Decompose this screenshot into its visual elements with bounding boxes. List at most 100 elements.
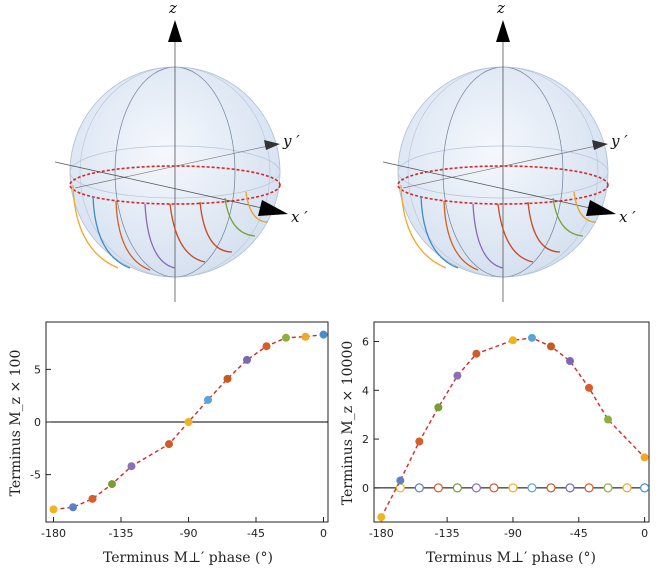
trajectory — [497, 203, 534, 263]
data-point — [282, 333, 290, 342]
data-point — [243, 355, 251, 364]
z-axis-label: z — [496, 0, 505, 17]
x-tick-label: -135 — [435, 527, 460, 540]
trajectory — [224, 197, 256, 237]
y-tick-label: 2 — [362, 433, 369, 446]
data-point — [262, 342, 271, 351]
y-tick-label: 6 — [362, 336, 369, 349]
z-axis-arrow — [168, 20, 182, 42]
dashed-circle — [69, 165, 281, 205]
data-point — [223, 374, 232, 383]
open-marker — [565, 483, 575, 493]
data-point — [527, 333, 536, 342]
trajectory — [144, 203, 176, 269]
y-tick-label: 5 — [34, 363, 41, 376]
data-point — [508, 336, 517, 345]
x-tick-label: 0 — [320, 527, 327, 540]
open-marker — [584, 483, 594, 493]
trajectory — [169, 203, 206, 263]
open-marker — [603, 483, 613, 493]
trajectory — [472, 203, 504, 269]
z-axis-label: z — [168, 0, 177, 17]
data-point — [108, 480, 116, 489]
data-point — [69, 503, 77, 512]
x-axis-line — [382, 161, 591, 209]
x-tick-label: -90 — [504, 527, 522, 540]
x-tick-label: -180 — [41, 527, 66, 540]
x-tick-label: -45 — [570, 527, 588, 540]
open-marker — [489, 483, 499, 493]
x-axis-label: x ′ — [291, 208, 308, 226]
data-point — [566, 357, 575, 366]
trajectories-right — [400, 184, 597, 271]
trajectory — [245, 191, 269, 223]
open-marker — [508, 483, 518, 493]
data-point — [49, 505, 58, 514]
y-axis-line — [74, 145, 269, 189]
x-axis-title: Terminus M⊥′ phase (°) — [103, 550, 273, 566]
trajectory — [573, 191, 597, 223]
data-point — [165, 440, 173, 449]
open-marker — [471, 483, 481, 493]
x-axis-arrow — [586, 200, 616, 216]
data-point — [472, 349, 481, 358]
x-axis-title: Terminus M⊥′ phase (°) — [426, 550, 596, 566]
data-point — [604, 415, 613, 424]
y-axis-label: y ′ — [282, 132, 300, 150]
y-tick-label: 0 — [34, 416, 41, 429]
fit-curve — [53, 333, 324, 511]
data-point — [396, 476, 405, 485]
trajectory — [72, 184, 119, 269]
y-axis-arrow — [264, 140, 280, 150]
x-axis-arrow — [258, 200, 288, 216]
open-marker — [640, 483, 650, 493]
y-axis-label: y ′ — [610, 132, 628, 150]
x-axis-label: x ′ — [619, 208, 636, 226]
y-tick-label: 4 — [362, 384, 369, 397]
bloch-sphere-left: z y ′ x ′ — [54, 0, 308, 302]
dashed-circle — [397, 165, 609, 205]
data-point — [184, 418, 193, 426]
data-point — [415, 437, 424, 446]
trajectory — [115, 200, 151, 271]
data-point — [319, 330, 328, 339]
trajectory — [400, 184, 447, 269]
x-tick-label: 0 — [641, 527, 648, 540]
trajectory — [92, 195, 131, 269]
open-marker — [433, 483, 443, 493]
data-point — [204, 395, 212, 404]
data-point — [301, 332, 310, 341]
open-marker — [527, 483, 537, 493]
x-axis-line — [54, 161, 263, 209]
open-marker — [546, 483, 556, 493]
trajectory — [199, 201, 233, 253]
y-axis-line — [402, 145, 597, 189]
z-axis-arrow — [496, 20, 510, 42]
data-point — [546, 342, 555, 351]
data-point — [377, 513, 386, 522]
open-marker — [452, 483, 462, 493]
x-tick-label: -180 — [369, 527, 394, 540]
y-tick-label: 0 — [362, 482, 369, 495]
open-marker — [622, 483, 632, 493]
y-axis-title: Terminus M_z × 10000 — [340, 341, 356, 506]
x-tick-label: -45 — [247, 527, 265, 540]
plot-left: Terminus M_z × 100 Terminus M⊥′ phase (°… — [8, 321, 329, 566]
x-tick-label: -135 — [109, 527, 134, 540]
trajectory — [527, 201, 561, 253]
bloch-sphere-right: z y ′ x ′ — [382, 0, 636, 302]
data-point — [434, 403, 443, 412]
y-axis-arrow — [592, 140, 608, 150]
data-point — [453, 371, 462, 380]
data-point — [585, 383, 594, 392]
trajectory — [420, 195, 459, 269]
x-tick-label: -90 — [180, 527, 198, 540]
trajectory — [443, 200, 479, 271]
open-marker — [414, 483, 424, 493]
y-tick-label: -5 — [30, 469, 41, 482]
plot-frame — [373, 321, 650, 523]
plot-right: Terminus M_z × 10000 Terminus M⊥′ phase … — [340, 321, 650, 566]
y-axis-title: Terminus M_z × 100 — [8, 350, 24, 497]
trajectory — [552, 197, 584, 237]
